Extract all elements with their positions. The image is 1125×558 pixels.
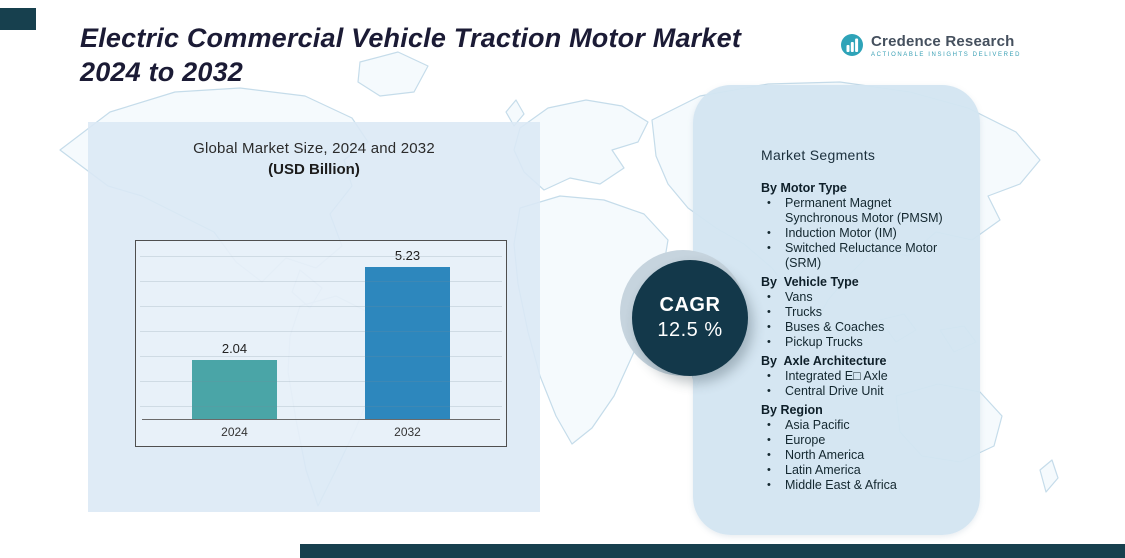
segment-item-label: Europe <box>785 433 826 447</box>
segment-item-label: Integrated E□ Axle <box>785 369 888 383</box>
bullet-icon: • <box>767 242 771 254</box>
gridline <box>140 331 502 332</box>
bullet-icon: • <box>767 336 771 348</box>
bullet-icon: • <box>767 227 771 239</box>
bullet-icon: • <box>767 385 771 397</box>
segment-item: • Switched Reluctance Motor (SRM) <box>761 241 952 271</box>
bullet-icon: • <box>767 479 771 491</box>
chart-title: Global Market Size, 2024 and 2032 <box>193 140 435 157</box>
segment-item: • Asia Pacific <box>761 418 952 433</box>
cagr-circle: CAGR 12.5 % <box>632 260 748 376</box>
gridline <box>140 306 502 307</box>
cagr-badge: CAGR 12.5 % <box>620 250 756 386</box>
cagr-label: CAGR <box>659 294 721 316</box>
credence-globe-icon <box>841 34 863 56</box>
segment-item-label: Permanent Magnet Synchronous Motor (PMSM… <box>785 196 943 225</box>
bar-group-2032: 5.23 2032 <box>365 248 450 439</box>
bullet-icon: • <box>767 370 771 382</box>
segment-group-heading: By Region <box>761 403 823 417</box>
top-left-accent-bar <box>0 8 36 30</box>
segment-item-label: Trucks <box>785 305 823 319</box>
segment-item: • Trucks <box>761 305 952 320</box>
page-title: Electric Commercial Vehicle Traction Mot… <box>80 22 850 90</box>
bullet-icon: • <box>767 321 771 333</box>
page-title-line2: 2024 to 2032 <box>80 56 244 87</box>
segment-item: • Latin America <box>761 463 952 478</box>
bullet-icon: • <box>767 291 771 303</box>
chart-subtitle: (USD Billion) <box>268 161 360 178</box>
segment-item-label: Pickup Trucks <box>785 335 863 349</box>
segment-item: • Vans <box>761 290 952 305</box>
segment-group-heading: By Motor Type <box>761 181 847 195</box>
bullet-icon: • <box>767 197 771 209</box>
bar-2024 <box>192 360 277 419</box>
segment-item: • Permanent Magnet Synchronous Motor (PMS… <box>761 196 952 226</box>
chart-panel: Global Market Size, 2024 and 2032 (USD B… <box>88 122 540 512</box>
segment-item: • Central Drive Unit <box>761 384 952 399</box>
segment-item: • Middle East & Africa <box>761 478 952 493</box>
brand-text: Credence Research Actionable Insights De… <box>871 33 1021 58</box>
gridline <box>140 406 502 407</box>
bar-chart: 2.04 2024 5.23 2032 <box>135 240 507 447</box>
bar-group-2024: 2.04 2024 <box>192 341 277 439</box>
segment-item-label: Vans <box>785 290 813 304</box>
bar-2032 <box>365 267 450 419</box>
bar-category-label: 2032 <box>394 425 421 439</box>
segment-item: • Integrated E□ Axle <box>761 369 952 384</box>
brand-name: Credence Research <box>871 33 1015 50</box>
segment-item-label: Latin America <box>785 463 861 477</box>
segment-item: • Pickup Trucks <box>761 335 952 350</box>
segment-group-heading: By Axle Architecture <box>761 354 887 368</box>
segment-item: • North America <box>761 448 952 463</box>
segment-item-label: Middle East & Africa <box>785 478 897 492</box>
gridline <box>140 256 502 257</box>
segments-list: By Motor Type • Permanent Magnet Synchrono… <box>761 181 952 493</box>
bullet-icon: • <box>767 464 771 476</box>
segment-item: • Induction Motor (IM) <box>761 226 952 241</box>
bullet-icon: • <box>767 306 771 318</box>
gridline <box>140 356 502 357</box>
page-title-line1: Electric Commercial Vehicle Traction Mot… <box>80 23 742 53</box>
bullet-icon: • <box>767 449 771 461</box>
segment-item-label: Induction Motor (IM) <box>785 226 897 240</box>
brand-logo: Credence Research Actionable Insights De… <box>840 33 1021 58</box>
x-axis-line <box>142 419 500 420</box>
segment-item-label: North America <box>785 448 865 462</box>
segment-item-label: Switched Reluctance Motor (SRM) <box>785 241 938 270</box>
segment-item-label: Asia Pacific <box>785 418 850 432</box>
bar-value-label: 5.23 <box>394 248 421 263</box>
brand-tagline: Actionable Insights Delivered <box>871 52 1022 58</box>
bottom-accent-bar <box>300 544 1125 558</box>
bar-value-label: 2.04 <box>221 341 248 356</box>
gridline <box>140 381 502 382</box>
segment-item-label: Buses & Coaches <box>785 320 885 334</box>
segments-title: Market Segments <box>761 147 876 163</box>
bullet-icon: • <box>767 419 771 431</box>
bar-category-label: 2024 <box>221 425 248 439</box>
segment-item: • Buses & Coaches <box>761 320 952 335</box>
segment-group-heading: By Vehicle Type <box>761 275 859 289</box>
cagr-value: 12.5 % <box>657 319 723 341</box>
bullet-icon: • <box>767 434 771 446</box>
gridline <box>140 281 502 282</box>
segment-item-label: Central Drive Unit <box>785 384 884 398</box>
segment-item: • Europe <box>761 433 952 448</box>
